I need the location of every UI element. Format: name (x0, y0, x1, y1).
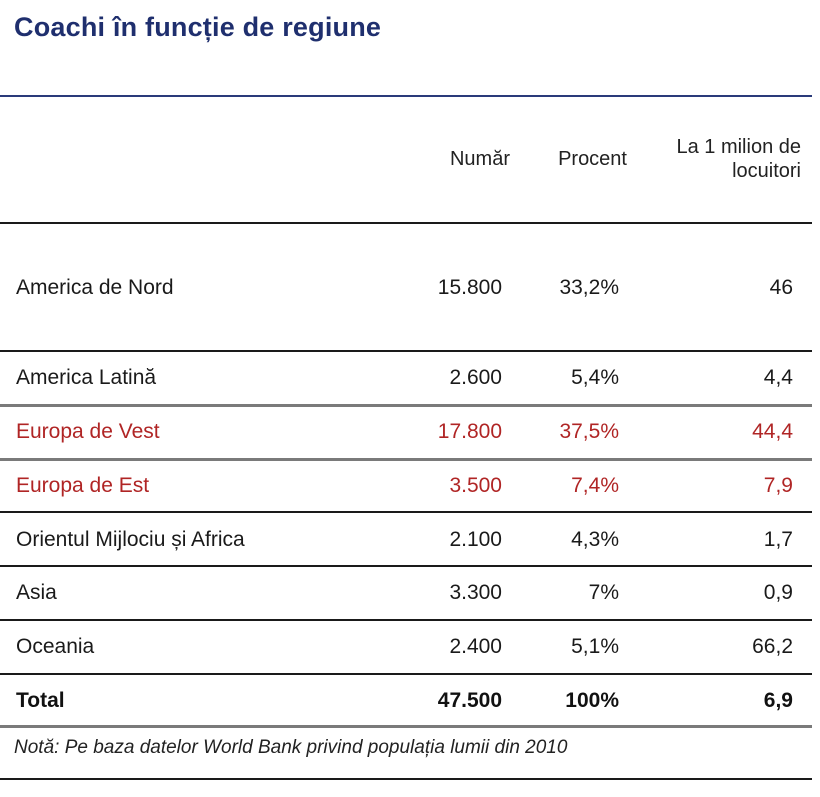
milion-cell: 1,7 (763, 528, 793, 551)
footnote: Notă: Pe baza datelor World Bank privind… (14, 737, 568, 758)
total-label: Total (16, 689, 65, 712)
numar-cell: 3.300 (449, 581, 502, 604)
procent-cell: 37,5% (559, 420, 619, 443)
procent-cell: 5,1% (571, 635, 619, 658)
numar-cell: 15.800 (437, 276, 502, 299)
header-divider (0, 222, 812, 224)
procent-cell: 5,4% (571, 366, 619, 389)
bottom-divider (0, 778, 812, 780)
numar-cell: 2.100 (449, 528, 502, 551)
header-la-1-milion-line1: La 1 milion de (676, 136, 801, 158)
total-milion: 6,9 (763, 689, 793, 712)
row-divider (0, 511, 812, 513)
milion-cell: 66,2 (752, 635, 793, 658)
numar-cell: 3.500 (449, 474, 502, 497)
region-cell: Europa de Vest (16, 420, 160, 443)
procent-cell: 7,4% (571, 474, 619, 497)
procent-cell: 4,3% (571, 528, 619, 551)
milion-cell: 0,9 (763, 581, 793, 604)
procent-cell: 7% (588, 581, 619, 604)
region-cell: Europa de Est (16, 474, 150, 497)
row-divider (0, 404, 812, 407)
procent-cell: 33,2% (559, 276, 619, 299)
milion-cell: 4,4 (763, 366, 793, 389)
title-divider (0, 95, 812, 97)
milion-cell: 44,4 (752, 420, 793, 443)
region-cell: Orientul Mijlociu și Africa (16, 528, 245, 551)
region-cell: America de Nord (16, 276, 174, 299)
row-divider (0, 565, 812, 567)
region-cell: America Latină (16, 366, 157, 389)
milion-cell: 46 (769, 276, 793, 299)
header-la-1-milion: La 1 milion de locuitori (676, 135, 801, 183)
header-la-1-milion-line2: locuitori (732, 160, 801, 182)
row-divider (0, 350, 812, 352)
total-divider (0, 725, 812, 728)
numar-cell: 2.600 (449, 366, 502, 389)
header-numar: Număr (449, 148, 510, 170)
total-numar: 47.500 (437, 689, 502, 712)
header-procent: Procent (558, 148, 627, 170)
region-cell: Asia (16, 581, 57, 604)
numar-cell: 17.800 (437, 420, 502, 443)
page-title: Coachi în funcție de regiune (14, 12, 382, 42)
region-cell: Oceania (16, 635, 95, 658)
total-procent: 100% (565, 689, 619, 712)
row-divider (0, 673, 812, 675)
milion-cell: 7,9 (763, 474, 793, 497)
numar-cell: 2.400 (449, 635, 502, 658)
row-divider (0, 458, 812, 461)
row-divider (0, 619, 812, 621)
